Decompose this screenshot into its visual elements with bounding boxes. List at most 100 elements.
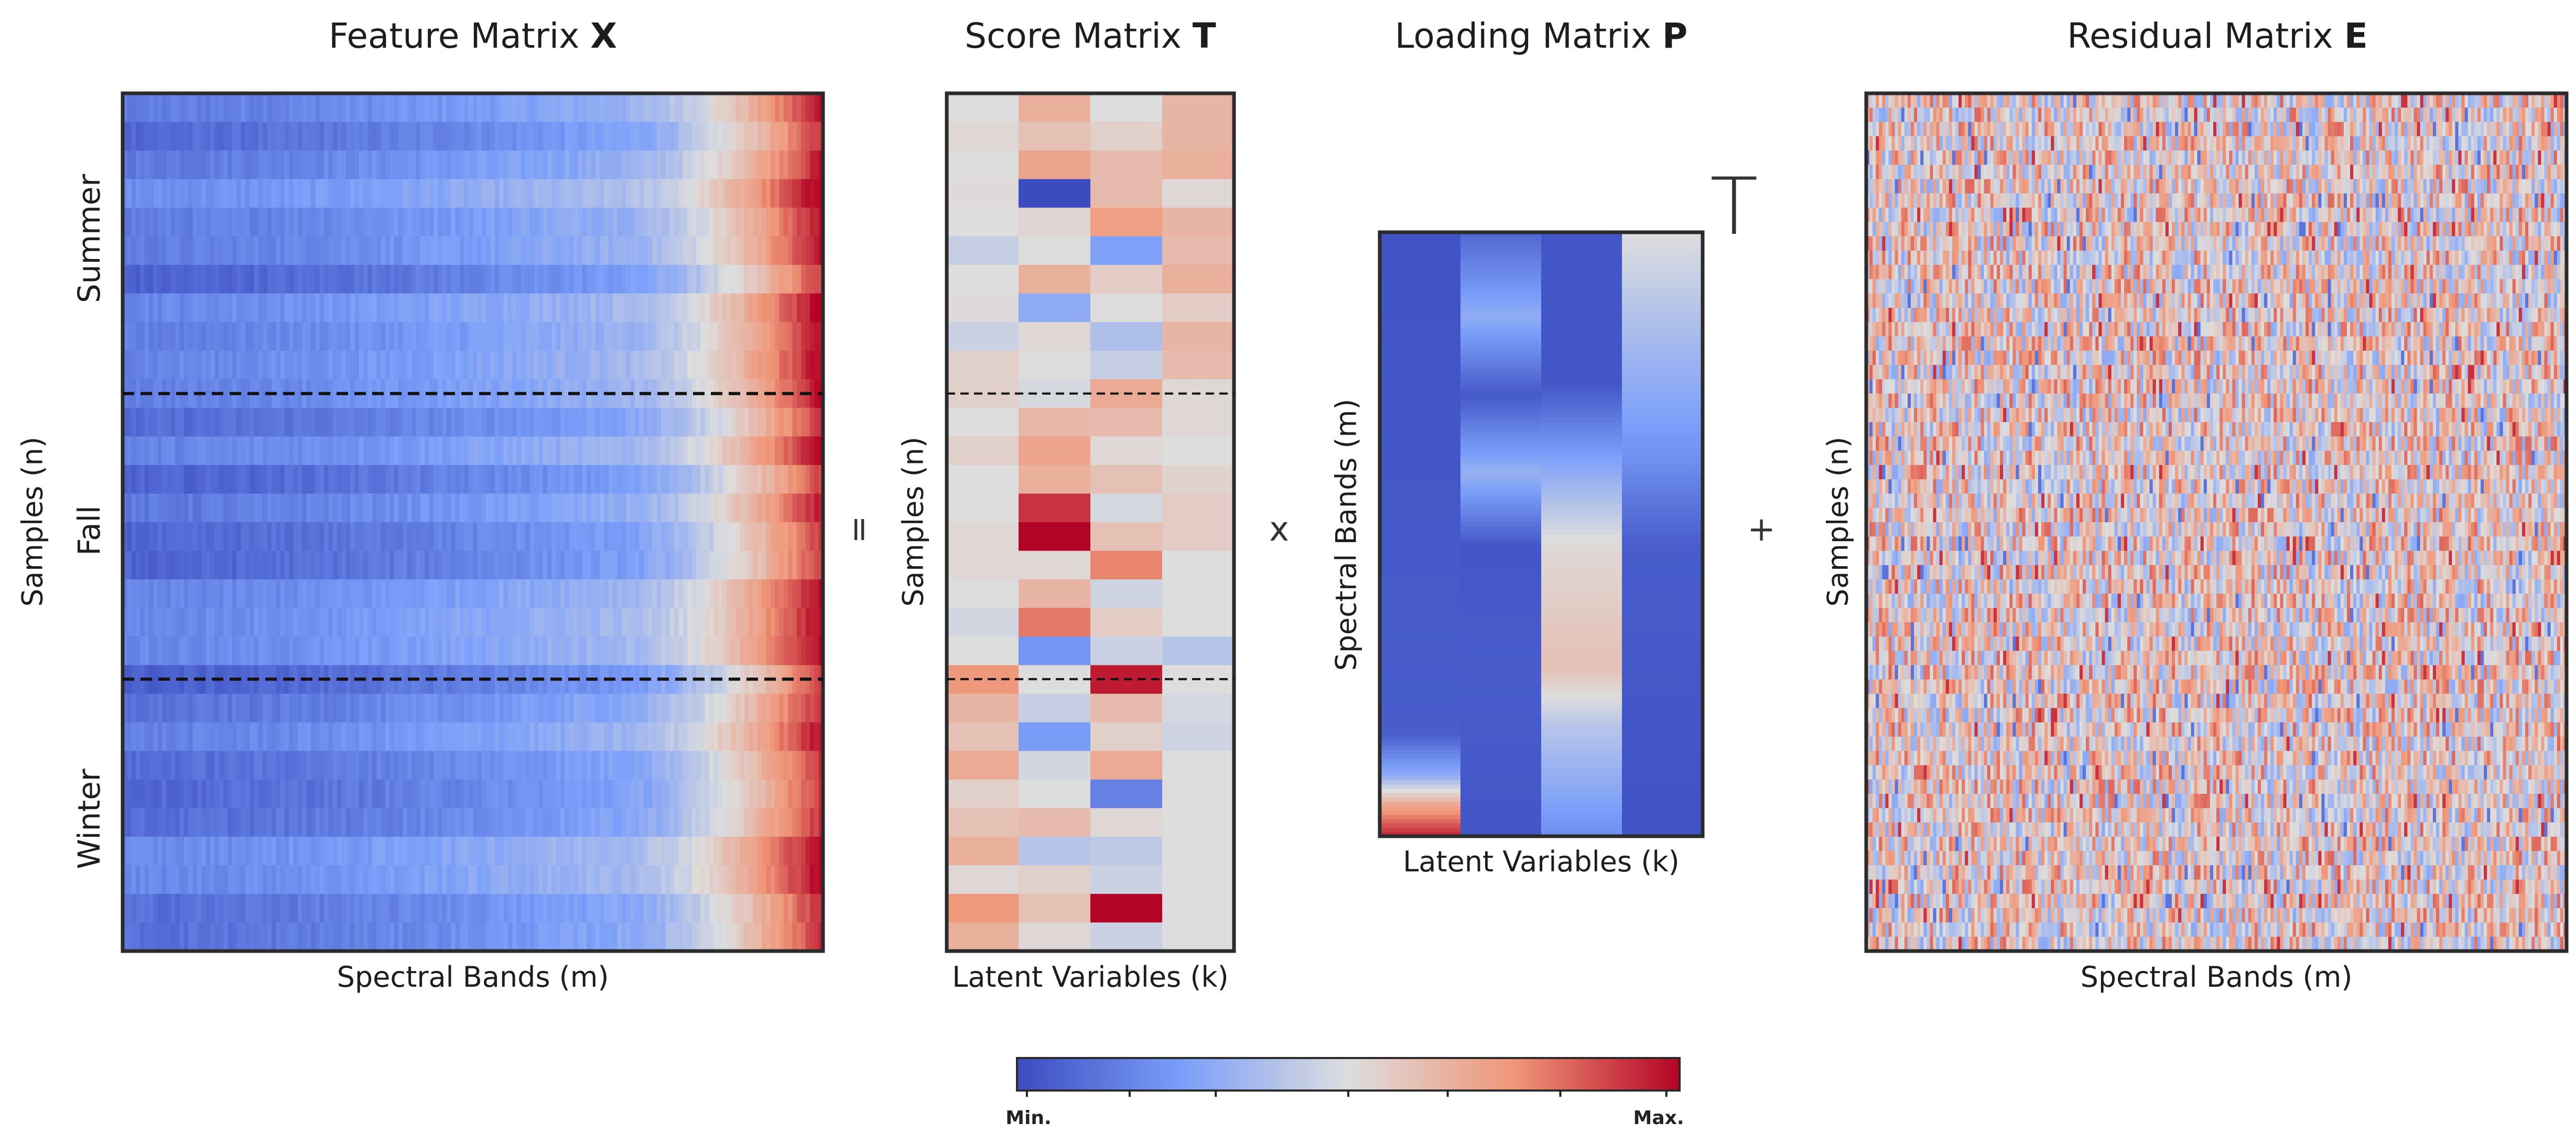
feature-cell (783, 208, 788, 237)
feature-cell (267, 779, 272, 808)
feature-cell (617, 150, 622, 180)
feature-cell (359, 893, 364, 923)
feature-cell (425, 694, 430, 723)
feature-cell (783, 579, 788, 609)
feature-cell (223, 522, 228, 552)
feature-cell (749, 579, 753, 609)
feature-cell (149, 208, 154, 237)
feature-cell (188, 865, 193, 894)
feature-cell (626, 436, 631, 466)
feature-cell (796, 93, 802, 123)
feature-cell (183, 236, 189, 265)
loading-cell (1380, 374, 1461, 380)
feature-cell (263, 608, 268, 637)
feature-cell (700, 150, 706, 180)
feature-cell (512, 350, 517, 380)
feature-cell (245, 751, 250, 780)
feature-cell (389, 150, 395, 180)
feature-cell (228, 350, 233, 380)
feature-cell (332, 779, 338, 808)
feature-cell (123, 465, 127, 494)
feature-cell (775, 179, 780, 208)
feature-cell (573, 236, 578, 265)
loading-cell (1380, 482, 1461, 488)
feature-cell (298, 636, 302, 666)
feature-cell (713, 208, 719, 237)
feature-cell (494, 407, 500, 437)
feature-cell (494, 808, 500, 837)
feature-cell (473, 522, 478, 552)
feature-cell (569, 522, 574, 552)
feature-cell (328, 379, 333, 408)
feature-cell (455, 665, 460, 694)
feature-cell (188, 93, 193, 123)
feature-cell (473, 465, 478, 494)
feature-cell (788, 579, 793, 609)
feature-cell (354, 551, 360, 580)
feature-cell (499, 551, 504, 580)
feature-cell (713, 608, 719, 637)
feature-cell (144, 236, 149, 265)
feature-cell (214, 236, 220, 265)
feature-cell (683, 865, 688, 894)
feature-cell (569, 293, 574, 322)
feature-cell (149, 893, 154, 923)
feature-cell (617, 608, 622, 637)
feature-cell (446, 922, 451, 952)
feature-cell (578, 608, 583, 637)
feature-cell (123, 779, 127, 808)
feature-cell (123, 808, 127, 837)
feature-cell (490, 122, 495, 151)
feature-cell (560, 350, 565, 380)
feature-cell (442, 893, 447, 923)
feature-cell (740, 922, 745, 952)
feature-cell (749, 350, 753, 380)
feature-cell (516, 608, 522, 637)
score-cell (1162, 293, 1235, 322)
feature-cell (595, 808, 600, 837)
feature-cell (477, 608, 482, 637)
feature-cell (643, 836, 648, 866)
feature-cell (709, 808, 714, 837)
feature-cell (551, 122, 557, 151)
feature-cell (727, 436, 732, 466)
feature-cell (661, 293, 666, 322)
feature-cell (587, 579, 592, 609)
feature-cell (783, 779, 788, 808)
feature-cell (481, 179, 486, 208)
feature-cell (713, 636, 719, 666)
feature-cell (814, 665, 819, 694)
feature-cell (783, 293, 788, 322)
feature-cell (744, 436, 749, 466)
feature-cell (214, 350, 220, 380)
feature-cell (144, 808, 149, 837)
score-cell (947, 465, 1019, 494)
feature-cell (744, 93, 749, 123)
feature-cell (289, 265, 294, 294)
feature-cell (394, 579, 399, 609)
feature-cell (621, 751, 626, 780)
feature-cell (341, 465, 347, 494)
feature-cell (258, 579, 263, 609)
feature-cell (245, 493, 250, 523)
feature-cell (796, 293, 802, 322)
feature-cell (643, 179, 648, 208)
feature-cell (665, 636, 670, 666)
feature-cell (170, 922, 176, 952)
feature-cell (416, 493, 421, 523)
feature-cell (403, 350, 408, 380)
feature-cell (608, 150, 613, 180)
feature-cell (573, 322, 578, 351)
feature-cell (661, 436, 666, 466)
feature-cell (678, 293, 684, 322)
loading-cell (1380, 366, 1461, 371)
feature-cell (188, 493, 193, 523)
feature-cell (705, 893, 710, 923)
feature-cell (525, 122, 531, 151)
feature-cell (669, 665, 675, 694)
feature-cell (324, 350, 329, 380)
feature-cell (468, 236, 473, 265)
feature-cell (783, 722, 788, 751)
feature-cell (389, 465, 395, 494)
feature-cell (407, 694, 412, 723)
